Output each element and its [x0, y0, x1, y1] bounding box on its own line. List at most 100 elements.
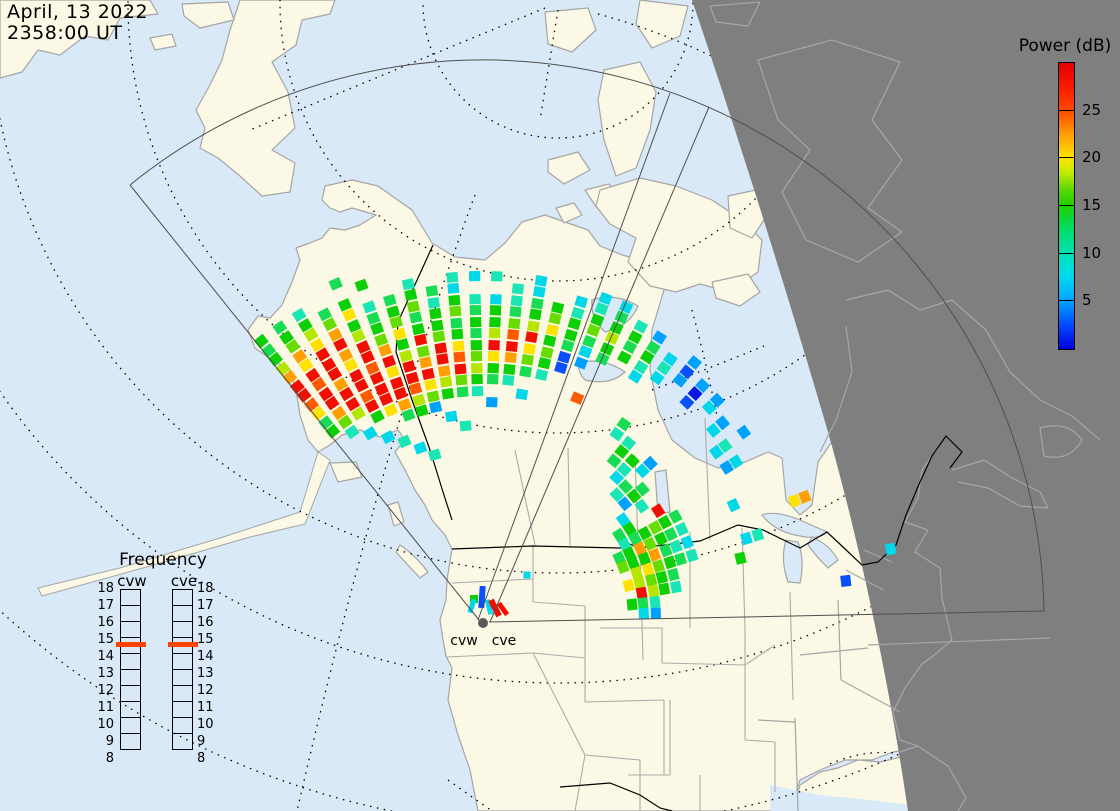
radar-cell — [409, 311, 423, 324]
radar-cell — [459, 420, 472, 432]
radar-cell — [427, 448, 442, 462]
radar-cell — [638, 607, 650, 620]
radar-cell — [590, 313, 605, 327]
timestamp: April, 13 2022 2358:00 UT — [7, 2, 148, 44]
radar-cell — [354, 378, 369, 393]
power-legend: Power (dB) 25 20 15 10 5 — [1008, 36, 1120, 358]
radar-cell — [370, 321, 385, 336]
radar-near-range-mark — [496, 601, 510, 617]
frequency-ladder-segment — [120, 701, 141, 718]
radar-cell — [337, 298, 353, 312]
radar-cell — [672, 372, 688, 388]
radar-cell — [627, 531, 643, 546]
radar-cell — [285, 339, 301, 354]
radar-cell — [751, 528, 765, 542]
radar-cell — [412, 393, 426, 407]
frequency-scale-label: 12 — [197, 683, 214, 698]
radar-cell — [626, 598, 638, 611]
frequency-ladder-segment — [120, 653, 141, 670]
frequency-scale-label: 18 — [97, 581, 114, 596]
power-legend-title: Power (dB) — [1018, 36, 1112, 56]
radar-cell — [452, 340, 465, 352]
frequency-marker-cve — [168, 642, 198, 647]
radar-fov-outline — [129, 59, 1045, 623]
radar-cell — [599, 342, 615, 356]
radar-cell — [618, 479, 634, 495]
radar-cell — [469, 293, 481, 305]
radar-cell — [342, 308, 357, 322]
radar-cell — [622, 521, 637, 537]
radar-cell — [508, 318, 521, 330]
frequency-ladder-segment — [120, 621, 141, 638]
radar-cell — [554, 361, 568, 375]
radar-cell — [709, 392, 725, 408]
radar-cell — [502, 374, 515, 386]
radar-cell — [840, 574, 852, 588]
radar-cell — [431, 319, 444, 332]
frequency-ladder-segment — [172, 669, 193, 686]
radar-cell — [331, 405, 347, 421]
radar-cell — [604, 331, 620, 345]
frequency-scale-label: 17 — [197, 598, 214, 613]
radar-cell — [328, 327, 343, 342]
radar-cell — [650, 607, 662, 620]
radar-cell — [448, 294, 461, 306]
frequency-scale-label: 13 — [97, 666, 114, 681]
radar-site-dot — [478, 618, 488, 628]
frequency-scale-label: 15 — [97, 632, 114, 647]
radar-cell — [487, 350, 500, 362]
frequency-scale-label: 16 — [197, 615, 214, 630]
radar-cell — [667, 567, 680, 582]
radar-cell — [311, 376, 327, 392]
radar-cell — [648, 520, 663, 535]
radar-cell — [469, 304, 482, 316]
radar-cell — [645, 340, 661, 355]
radar-cell — [614, 444, 630, 459]
radar-cell — [488, 327, 501, 339]
radar-cell — [598, 291, 613, 306]
radar-cell — [272, 320, 288, 335]
radar-cell — [360, 350, 375, 364]
power-tick-label: 5 — [1082, 291, 1092, 310]
radar-cell — [297, 318, 313, 333]
radar-cell — [304, 397, 320, 413]
radar-cell — [530, 297, 544, 310]
frequency-ladder-cvw — [120, 589, 141, 759]
radar-cell — [643, 536, 657, 551]
radar-cell — [567, 317, 582, 331]
radar-cell — [534, 368, 549, 382]
radar-cell — [339, 386, 354, 402]
radar-cell — [649, 370, 665, 386]
radar-cell — [510, 295, 523, 307]
power-tick-line — [1058, 205, 1075, 206]
radar-cell — [282, 369, 298, 385]
radar-cell — [708, 444, 724, 460]
frequency-ladder-segment — [172, 589, 193, 606]
radar-cell — [351, 329, 366, 343]
power-tick-line — [1058, 252, 1075, 254]
radar-cell — [669, 539, 683, 554]
radar-cell — [424, 378, 438, 391]
radar-cell — [322, 317, 338, 332]
timestamp-time: 2358:00 UT — [7, 22, 123, 44]
radar-cell — [557, 350, 572, 364]
radar-cell — [637, 551, 652, 566]
timestamp-date: April, 13 2022 — [7, 1, 149, 23]
radar-cell — [582, 334, 597, 349]
radar-cell — [617, 536, 632, 552]
frequency-ladder-segment — [172, 717, 193, 734]
radar-cell — [343, 358, 359, 373]
radar-cell — [317, 307, 333, 322]
radar-cell — [574, 295, 589, 309]
frequency-ladder-segment — [120, 733, 141, 750]
radar-cell — [362, 300, 377, 314]
night-terminator-overlay — [692, 0, 1120, 811]
radar-cell — [543, 334, 557, 347]
radar-cell — [884, 542, 897, 556]
radar-cell — [401, 408, 416, 422]
radar-cell — [393, 386, 408, 401]
radar-cell — [658, 582, 671, 596]
radar-cell — [635, 481, 650, 497]
radar-cell — [630, 566, 644, 580]
radar-cell — [548, 312, 562, 325]
